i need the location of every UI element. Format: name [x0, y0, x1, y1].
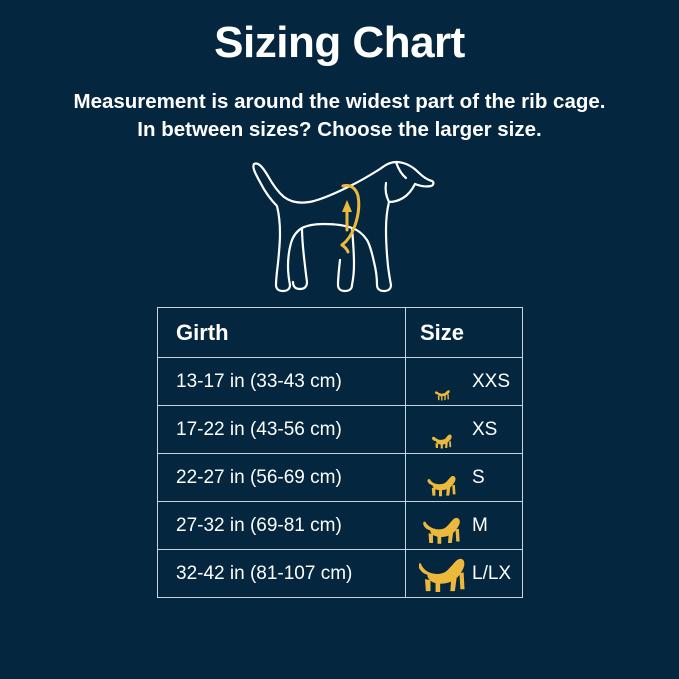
dog-girth-illustration: [246, 152, 436, 300]
page-title: Sizing Chart: [214, 18, 465, 67]
dog-silhouette-xxs-icon: [416, 362, 468, 402]
dog-silhouette-m-icon: [416, 506, 468, 546]
size-value-cell: S: [406, 454, 522, 501]
table-header-row: Girth Size: [158, 308, 522, 358]
size-value-cell: XXS: [406, 358, 522, 405]
table-row: 13-17 in (33-43 cm) XXS: [158, 358, 522, 406]
size-label: S: [472, 466, 485, 488]
dog-outline-icon: [252, 160, 435, 293]
size-value-cell: XS: [406, 406, 522, 453]
girth-value: 17-22 in (43-56 cm): [158, 406, 406, 453]
sizing-table: Girth Size 13-17 in (33-43 cm) XXS 17-22…: [157, 307, 523, 598]
size-value-cell: M: [406, 502, 522, 549]
column-header-girth: Girth: [158, 308, 406, 357]
girth-value: 13-17 in (33-43 cm): [158, 358, 406, 405]
column-header-size: Size: [420, 319, 465, 345]
table-row: 17-22 in (43-56 cm) XS: [158, 406, 522, 454]
table-row: 27-32 in (69-81 cm) M: [158, 502, 522, 550]
girth-arrow-icon: [342, 200, 352, 232]
size-label: L/LX: [472, 562, 512, 584]
size-label: M: [472, 514, 488, 536]
girth-band-icon: [340, 184, 361, 254]
page-subtitle: Measurement is around the widest part of…: [0, 88, 679, 145]
subtitle-line-1: Measurement is around the widest part of…: [73, 90, 606, 113]
size-value-cell: L/LX: [406, 550, 522, 597]
dog-silhouette-s-icon: [416, 458, 468, 498]
table-row: 22-27 in (56-69 cm) S: [158, 454, 522, 502]
girth-value: 32-42 in (81-107 cm): [158, 550, 406, 597]
subtitle-line-2: In between sizes? Choose the larger size…: [137, 118, 542, 142]
size-label: XS: [472, 418, 498, 440]
dog-silhouette-llx-icon: [416, 554, 468, 594]
girth-value: 22-27 in (56-69 cm): [158, 454, 406, 501]
girth-value: 27-32 in (69-81 cm): [158, 502, 406, 549]
dog-silhouette-xs-icon: [416, 410, 468, 450]
table-row: 32-42 in (81-107 cm) L/LX: [158, 550, 522, 597]
size-label: XXS: [472, 370, 511, 392]
